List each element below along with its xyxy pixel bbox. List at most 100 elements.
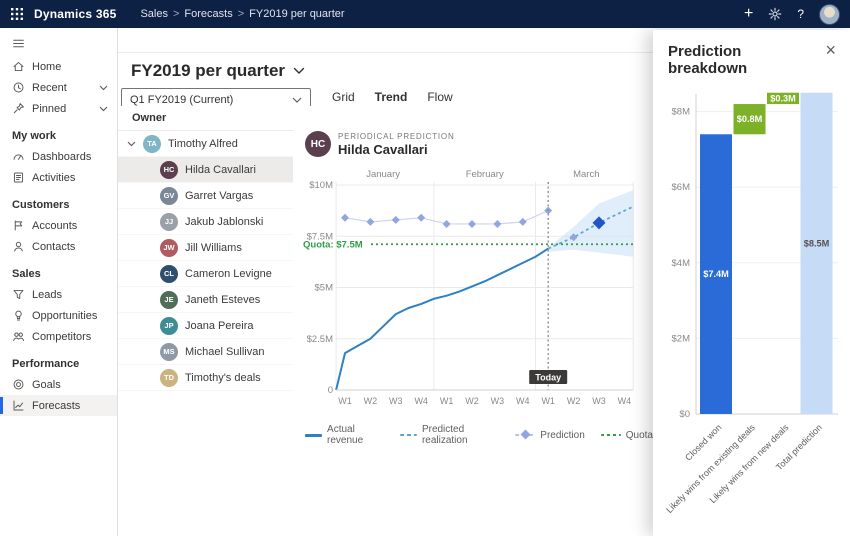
- lightbulb-icon: [15, 310, 22, 321]
- user-avatar[interactable]: [819, 3, 840, 25]
- owner-name: Timothy's deals: [185, 371, 261, 384]
- sidebar-item-label: Accounts: [32, 219, 78, 232]
- avatar: CL: [160, 264, 178, 283]
- owner-row[interactable]: JP Joana Pereira: [117, 313, 293, 339]
- avatar: HC: [160, 160, 178, 179]
- svg-text:March: March: [573, 169, 599, 180]
- sidebar-group-performance: Performance: [12, 358, 80, 370]
- owner-row[interactable]: GV Garret Vargas: [117, 183, 293, 209]
- legend-swatch: [305, 433, 323, 437]
- sidebar-item-label: Leads: [32, 288, 62, 301]
- owner-name: Janeth Esteves: [185, 293, 261, 306]
- clipboard-icon: [13, 172, 24, 183]
- avatar: JE: [160, 290, 178, 309]
- svg-text:$7.5M: $7.5M: [307, 231, 333, 242]
- target-icon: [13, 379, 24, 390]
- legend-label: Quota: [625, 429, 653, 441]
- sidebar-item-label: Competitors: [32, 330, 92, 343]
- trend-chart-section: HC PERIODICAL PREDICTION Hilda Cavallari…: [293, 106, 653, 536]
- panel-title: Prediction breakdown: [668, 43, 748, 77]
- prediction-breakdown-panel: Prediction breakdown × $8M $6M $4M $2M $0 $7.…: [653, 30, 850, 536]
- avatar: JW: [160, 238, 178, 257]
- new-record-button[interactable]: +: [743, 5, 754, 22]
- svg-text:$0.8M: $0.8M: [737, 114, 763, 124]
- close-icon[interactable]: ×: [825, 40, 836, 60]
- chevron-down-icon[interactable]: [99, 85, 108, 91]
- owner-name: Jill Williams: [185, 241, 242, 254]
- owner-name: Jakub Jablonski: [185, 215, 264, 228]
- sidebar-item-contacts[interactable]: Contacts: [0, 236, 117, 257]
- brand-title[interactable]: Dynamics 365: [34, 7, 117, 21]
- sidebar-item-forecasts[interactable]: Forecasts: [0, 395, 117, 416]
- avatar: JJ: [160, 212, 178, 231]
- sidebar-item-dashboards[interactable]: Dashboards: [0, 146, 117, 167]
- avatar: MS: [160, 342, 178, 361]
- people-icon: [13, 332, 25, 342]
- breadcrumb-forecasts[interactable]: Forecasts: [184, 8, 233, 20]
- sidebar-item-opportunities[interactable]: Opportunities: [0, 305, 117, 326]
- waterfall-bar: [733, 104, 766, 135]
- svg-text:W4: W4: [516, 396, 530, 406]
- chevron-down-icon[interactable]: [99, 106, 108, 112]
- svg-text:$0.3M: $0.3M: [770, 93, 796, 103]
- page-title-row: FY2019 per quarter: [117, 53, 653, 81]
- hamburger-menu-button[interactable]: [0, 28, 117, 56]
- view-tabs: Grid Trend Flow: [332, 90, 453, 111]
- owner-row-parent[interactable]: TA Timothy Alfred: [117, 131, 293, 157]
- owner-name: Hilda Cavallari: [185, 163, 256, 176]
- trend-chart-icon: [13, 400, 24, 411]
- owner-row[interactable]: JJ Jakub Jablonski: [117, 209, 293, 235]
- sidebar-item-activities[interactable]: Activities: [0, 167, 117, 188]
- svg-text:W2: W2: [364, 396, 378, 406]
- owner-row[interactable]: JW Jill Williams: [117, 235, 293, 261]
- svg-text:0: 0: [328, 385, 333, 396]
- site-map-sidebar: Home Recent Pinned My work Dashboards Ac…: [0, 28, 118, 536]
- sidebar-item-label: Dashboards: [32, 150, 92, 163]
- sidebar-item-leads[interactable]: Leads: [0, 284, 117, 305]
- legend-label: Actual revenue: [327, 424, 364, 446]
- sidebar-item-competitors[interactable]: Competitors: [0, 326, 117, 347]
- svg-text:W2: W2: [567, 396, 581, 406]
- sidebar-item-accounts[interactable]: Accounts: [0, 215, 117, 236]
- svg-text:$10M: $10M: [309, 180, 333, 191]
- breadcrumb-separator: >: [237, 8, 245, 20]
- legend-predicted-realization: Predicted realization: [399, 424, 499, 446]
- waterfall-bar: [767, 92, 799, 105]
- svg-text:January: January: [366, 169, 400, 180]
- title-chevron-down-icon[interactable]: [293, 67, 305, 75]
- period-select-value: Q1 FY2019 (Current): [130, 94, 234, 106]
- sidebar-item-goals[interactable]: Goals: [0, 374, 117, 395]
- hamburger-icon: [13, 39, 24, 48]
- topbar-actions: + ?: [743, 3, 840, 25]
- expand-chevron-icon[interactable]: [127, 141, 136, 147]
- chart-eyebrow: PERIODICAL PREDICTION: [338, 131, 455, 141]
- owner-row[interactable]: TD Timothy's deals: [117, 365, 293, 391]
- tab-grid[interactable]: Grid: [332, 89, 355, 104]
- tab-flow[interactable]: Flow: [427, 89, 453, 104]
- chart-person-name: Hilda Cavallari: [338, 141, 428, 157]
- owner-row-selected[interactable]: HC Hilda Cavallari: [117, 157, 293, 183]
- sidebar-group-my-work: My work: [12, 130, 57, 142]
- sidebar-group-customers: Customers: [12, 199, 70, 211]
- owner-row[interactable]: JE Janeth Esteves: [117, 287, 293, 313]
- sidebar-item-home[interactable]: Home: [0, 56, 117, 77]
- sidebar-item-pinned[interactable]: Pinned: [0, 98, 117, 119]
- home-icon: [13, 61, 24, 72]
- sidebar-item-recent[interactable]: Recent: [0, 77, 117, 98]
- svg-text:$4M: $4M: [672, 258, 691, 269]
- today-badge: [529, 370, 568, 384]
- settings-gear-icon[interactable]: [768, 7, 782, 21]
- sidebar-item-label: Activities: [32, 171, 76, 184]
- owner-row[interactable]: MS Michael Sullivan: [117, 339, 293, 365]
- svg-text:W4: W4: [414, 396, 428, 406]
- owner-row[interactable]: CL Cameron Levigne: [117, 261, 293, 287]
- svg-text:$6M: $6M: [672, 182, 691, 193]
- waffle-icon[interactable]: [0, 8, 34, 20]
- breadcrumb-sales[interactable]: Sales: [140, 8, 168, 20]
- svg-text:$2.5M: $2.5M: [307, 334, 333, 345]
- actual-revenue-line: [335, 247, 549, 391]
- chart-legend: Actual revenue Predicted realization Pre…: [305, 424, 653, 446]
- breadcrumb-current-page[interactable]: FY2019 per quarter: [249, 8, 345, 20]
- help-button[interactable]: ?: [797, 7, 804, 21]
- sidebar-item-label: Opportunities: [32, 309, 98, 322]
